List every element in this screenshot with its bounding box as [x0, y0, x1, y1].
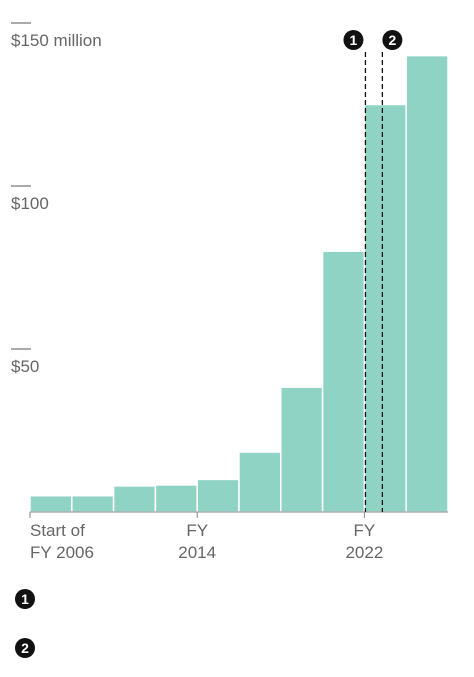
bar — [154, 484, 198, 513]
y-tick-label: $100 — [11, 194, 49, 213]
y-tick-label: $150 million — [11, 31, 102, 50]
footnote-marker — [15, 638, 35, 658]
footnote-number: 1 — [21, 591, 29, 607]
footnote-number: 2 — [21, 640, 29, 656]
bar — [112, 485, 157, 513]
bar — [363, 103, 407, 513]
bar — [280, 386, 324, 513]
bar — [405, 54, 449, 513]
annotation-marker — [343, 30, 364, 50]
bar — [196, 478, 240, 513]
annotation-number: 2 — [388, 32, 396, 48]
x-tick-label: FY 2022 — [345, 521, 384, 562]
bar — [238, 451, 282, 513]
bar — [71, 494, 115, 513]
bar — [29, 494, 73, 513]
bar — [321, 250, 366, 513]
footnote-marker — [15, 589, 35, 609]
x-tick-label: FY 2014 — [178, 521, 217, 562]
y-tick-label: $50 — [11, 357, 39, 376]
annotation-number: 1 — [350, 32, 358, 48]
annotation-marker — [382, 30, 403, 50]
x-tick-label: Start of FY 2006 — [30, 521, 94, 562]
